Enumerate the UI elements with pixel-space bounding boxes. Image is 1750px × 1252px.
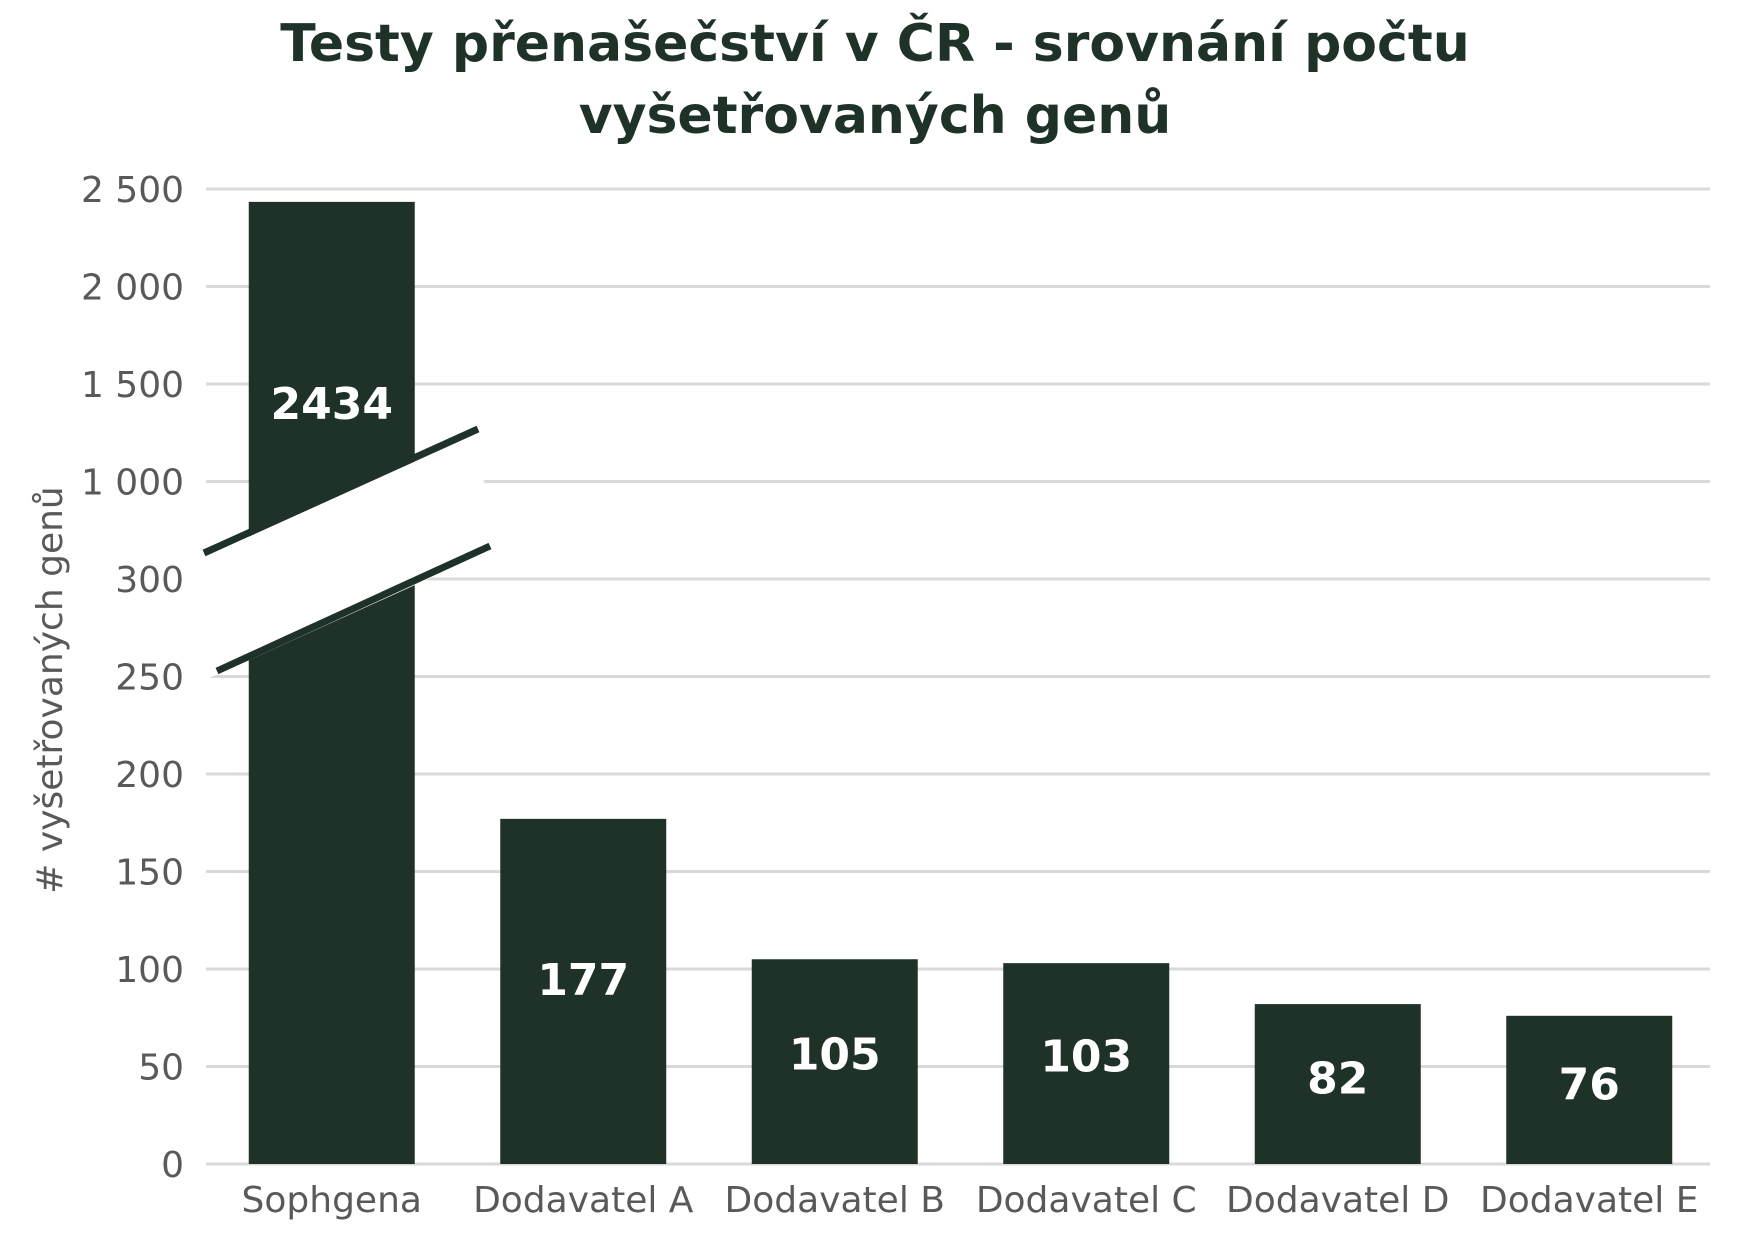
y-tick-label: 2 500 xyxy=(81,170,184,211)
x-tick-label: Dodavatel E xyxy=(1480,1180,1698,1221)
chart-title-line-1: Testy přenašečství v ČR - srovnání počtu xyxy=(280,14,1470,74)
x-tick-label: Dodavatel A xyxy=(473,1180,694,1221)
y-tick-label: 0 xyxy=(161,1145,184,1186)
chart-title: Testy přenašečství v ČR - srovnání počtu… xyxy=(0,8,1750,152)
y-tick-label: 250 xyxy=(115,658,184,699)
y-tick-label: 300 xyxy=(115,560,184,601)
bar xyxy=(1003,963,1170,1164)
y-tick-label: 2 000 xyxy=(81,268,184,309)
y-tick-label: 1 000 xyxy=(81,463,184,504)
bar xyxy=(248,201,415,1164)
y-axis-label: # vyšetřovaných genů xyxy=(30,486,71,893)
gridlines xyxy=(206,187,1710,1166)
bar-data-labels: 2434 177 105 103 82 76 xyxy=(271,379,1620,1110)
x-tick-label: Sophgena xyxy=(242,1180,422,1221)
x-axis-tick-labels: Sophgena Dodavatel A Dodavatel B Dodavatel … xyxy=(242,1180,1699,1221)
bar-data-label: 105 xyxy=(789,1029,881,1080)
y-tick-label: 100 xyxy=(115,950,184,991)
bar-data-label: 2434 xyxy=(271,379,393,430)
bar xyxy=(751,959,918,1164)
axis-break-line-lower xyxy=(215,542,492,675)
bar-data-label: 103 xyxy=(1040,1032,1132,1083)
bars xyxy=(248,201,1673,1164)
bar-data-label: 177 xyxy=(537,955,629,1006)
bar-data-label: 76 xyxy=(1559,1059,1620,1110)
y-tick-label: 150 xyxy=(115,853,184,894)
y-axis-tick-labels: 0 50 100 150 200 250 300 1 000 1 500 2 000 2 500 xyxy=(81,170,184,1186)
axis-break-gap xyxy=(195,432,490,680)
bar xyxy=(500,818,667,1164)
y-tick-label: 1 500 xyxy=(81,365,184,406)
chart-title-line-2: vyšetřovaných genů xyxy=(578,86,1172,146)
x-tick-label: Dodavatel B xyxy=(725,1180,945,1221)
y-tick-label: 50 xyxy=(138,1048,184,1089)
bar xyxy=(1506,1015,1673,1164)
y-tick-label: 200 xyxy=(115,755,184,796)
bar-data-label: 82 xyxy=(1307,1053,1368,1104)
axis-break-line-upper xyxy=(202,425,480,557)
x-tick-label: Dodavatel D xyxy=(1226,1180,1449,1221)
x-tick-label: Dodavatel C xyxy=(976,1180,1197,1221)
axis-break-marker xyxy=(195,425,492,680)
bar xyxy=(1254,1004,1421,1164)
